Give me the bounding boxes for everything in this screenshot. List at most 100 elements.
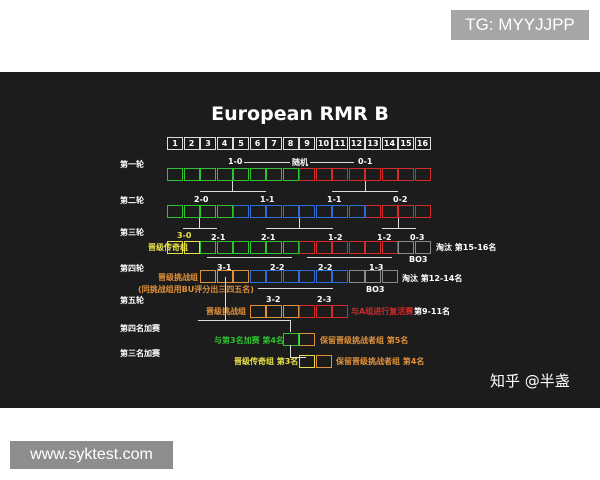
- playoff4-right-label: 保留晋级挑战者组 第5名: [320, 336, 409, 345]
- team-slot-blue: [299, 270, 315, 283]
- score-label: 0-2: [393, 195, 408, 204]
- team-slot-red: [348, 168, 365, 181]
- team-slot-red: [315, 168, 332, 181]
- seed-number: 15: [398, 137, 414, 150]
- seed-number: 16: [414, 137, 431, 150]
- team-slot-red: [315, 305, 332, 318]
- team-slot-green: [200, 241, 216, 254]
- team-slot-blue: [282, 205, 299, 218]
- team-slot-green: [216, 205, 233, 218]
- score-label: 随机: [290, 157, 310, 168]
- round-label: 第一轮: [120, 160, 144, 169]
- team-slot-gray: [348, 270, 365, 283]
- team-slot-green: [200, 168, 216, 181]
- team-slot-green: [266, 168, 282, 181]
- team-slot-yellow: [299, 355, 315, 368]
- team-slot-yellow: [167, 241, 183, 254]
- team-slot-red: [348, 241, 365, 254]
- team-slot-blue: [282, 270, 299, 283]
- team-slot-green: [266, 241, 282, 254]
- team-slot-red: [299, 241, 315, 254]
- seed-number: 9: [299, 137, 315, 150]
- team-slot-green: [167, 168, 183, 181]
- team-slot-green: [167, 205, 183, 218]
- round-label: 第四轮: [120, 264, 144, 273]
- watermark-tg: TG: MYYJJPP: [451, 10, 589, 40]
- team-slot-green: [233, 168, 249, 181]
- challenge-label: 晋级挑战组: [158, 273, 198, 282]
- team-slot-red: [299, 168, 315, 181]
- score-label: 2-0: [194, 195, 209, 204]
- team-slot-blue: [315, 270, 332, 283]
- score-label: 2-1: [211, 233, 226, 242]
- legend-advance-label: 晋级传奇组: [148, 243, 188, 252]
- seed-number: 8: [282, 137, 299, 150]
- team-slot-green: [183, 205, 200, 218]
- team-slot-green: [249, 241, 266, 254]
- score-label: 2-3: [317, 295, 332, 304]
- seed-number: 3: [200, 137, 216, 150]
- team-slot-red: [381, 205, 398, 218]
- team-slot-red: [332, 305, 348, 318]
- team-slot-blue: [315, 205, 332, 218]
- seed-number: 7: [266, 137, 282, 150]
- team-slot-blue: [249, 205, 266, 218]
- round-label: 第三轮: [120, 228, 144, 237]
- watermark-site: www.syktest.com: [10, 441, 173, 469]
- team-slot-orange: [200, 270, 216, 283]
- score-label: 2-1: [261, 233, 276, 242]
- diagram-panel: [0, 72, 600, 408]
- score-label: 1-2: [328, 233, 343, 242]
- team-slot-blue: [332, 205, 348, 218]
- team-slot-gray: [414, 241, 431, 254]
- seed-number: 1: [167, 137, 183, 150]
- round-label: 第二轮: [120, 196, 144, 205]
- challenge-note: (同挑战组用BU评分出三四五名): [138, 285, 254, 294]
- team-slot-gray: [381, 270, 398, 283]
- elimination-label: 淘汰 第15-16名: [436, 243, 497, 252]
- score-label: 0-1: [358, 157, 373, 166]
- team-slot-red: [365, 168, 381, 181]
- team-slot-red: [365, 205, 381, 218]
- team-slot-red: [332, 241, 348, 254]
- diagram-title: European RMR B: [211, 103, 389, 125]
- team-slot-green: [216, 168, 233, 181]
- seed-number: 10: [315, 137, 332, 150]
- revival-label: 与A组进行复活赛: [351, 307, 414, 316]
- score-label: 3-2: [266, 295, 281, 304]
- team-slot-orange: [249, 305, 266, 318]
- elimination-label: 淘汰 第12-14名: [402, 274, 463, 283]
- placement-label: 第9-11名: [414, 307, 451, 316]
- team-slot-blue: [266, 205, 282, 218]
- team-slot-blue: [299, 205, 315, 218]
- team-slot-red: [398, 205, 414, 218]
- seed-number: 13: [365, 137, 381, 150]
- team-slot-green: [249, 168, 266, 181]
- team-slot-red: [414, 205, 431, 218]
- seed-number: 12: [348, 137, 365, 150]
- score-label: 1-1: [327, 195, 342, 204]
- score-label: 3-1: [217, 263, 232, 272]
- team-slot-red: [414, 168, 431, 181]
- round-label: 第五轮: [120, 296, 144, 305]
- team-slot-red: [299, 305, 315, 318]
- seed-number: 6: [249, 137, 266, 150]
- team-slot-blue: [233, 205, 249, 218]
- team-slot-green: [216, 241, 233, 254]
- team-slot-green: [282, 241, 299, 254]
- playoff3-right-label: 保留晋级挑战者组 第4名: [336, 357, 425, 366]
- team-slot-blue: [266, 270, 282, 283]
- round-label: 第四名加赛: [120, 324, 160, 333]
- team-slot-red: [365, 241, 381, 254]
- round-label: 第三名加赛: [120, 349, 160, 358]
- team-slot-blue: [348, 205, 365, 218]
- score-label: 1-1: [260, 195, 275, 204]
- playoff4-left-label: 与第3名加赛 第4名: [214, 336, 284, 345]
- score-label: 2-2: [270, 263, 285, 272]
- seed-number: 5: [233, 137, 249, 150]
- team-slot-red: [381, 241, 398, 254]
- seed-number: 11: [332, 137, 348, 150]
- bo3-label: BO3: [409, 255, 428, 264]
- team-slot-blue: [249, 270, 266, 283]
- team-slot-green: [200, 205, 216, 218]
